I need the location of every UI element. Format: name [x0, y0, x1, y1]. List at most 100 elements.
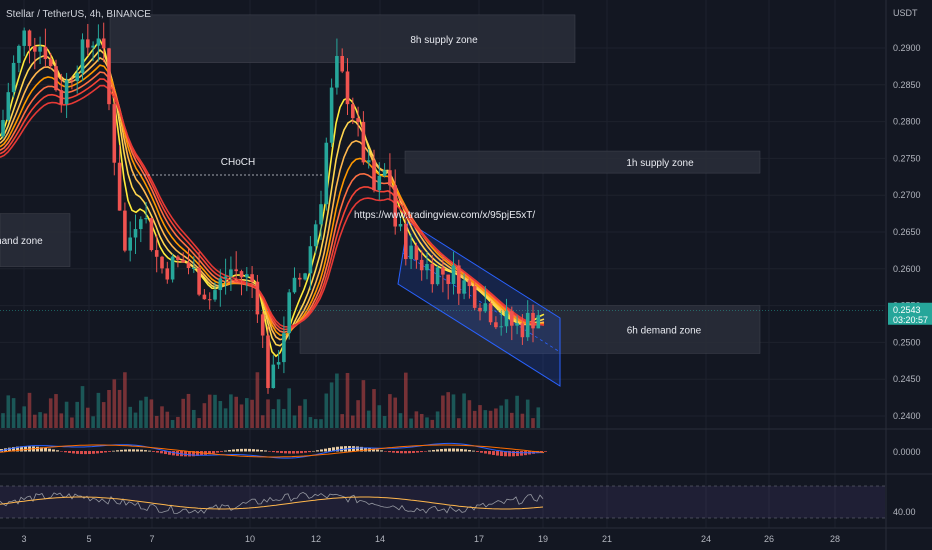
macd-histogram-bar	[372, 448, 375, 452]
volume-bar	[372, 389, 376, 428]
countdown-label: 03:20:57	[893, 315, 928, 325]
macd-histogram-bar	[116, 450, 119, 452]
macd-histogram-bar	[236, 449, 239, 452]
price-tick-label: 0.2400	[893, 411, 921, 421]
macd-panel: 0.0000	[0, 442, 921, 459]
candle-body	[409, 245, 413, 260]
candle-body	[234, 269, 238, 272]
date-tick-label: 17	[474, 534, 484, 544]
price-tick-label: 0.2600	[893, 264, 921, 274]
price-tick-label: 0.2500	[893, 337, 921, 347]
date-tick-label: 7	[149, 534, 154, 544]
volume-bar	[335, 373, 339, 428]
macd-histogram-bar	[72, 451, 75, 454]
candle-body	[1, 120, 5, 137]
candle-body	[446, 274, 450, 284]
macd-histogram-bar	[24, 446, 27, 452]
candle-body	[123, 210, 127, 251]
volume-bar	[303, 399, 307, 428]
macd-histogram-bar	[212, 451, 215, 454]
zone-label: mand zone	[0, 236, 43, 247]
candle-body	[282, 333, 286, 363]
candle-body	[356, 118, 360, 122]
macd-histogram-bar	[388, 451, 391, 453]
macd-histogram-bar	[216, 451, 219, 453]
price-tick-label: 0.2650	[893, 227, 921, 237]
macd-histogram-bar	[240, 448, 243, 452]
candle-body	[398, 224, 403, 227]
candle-body	[154, 250, 159, 257]
candle-body	[335, 55, 339, 88]
macd-histogram-bar	[420, 451, 423, 453]
macd-histogram-bar	[260, 449, 263, 452]
volume-bar	[351, 415, 355, 428]
volume-bar	[499, 405, 503, 428]
volume-bar	[298, 405, 302, 428]
macd-histogram-bar	[136, 449, 139, 452]
macd-histogram-bar	[480, 451, 483, 453]
candle-body	[6, 92, 11, 121]
macd-histogram-bar	[104, 451, 107, 453]
candle-body	[128, 237, 132, 251]
volume-bar	[361, 380, 366, 428]
macd-histogram-bar	[500, 451, 503, 456]
macd-histogram-bar	[128, 449, 131, 452]
macd-histogram-bar	[172, 451, 175, 456]
candle-body	[377, 175, 382, 191]
candle-body	[86, 39, 90, 48]
volume-bar	[504, 399, 509, 428]
candle-body	[117, 162, 122, 211]
date-tick-label: 28	[830, 534, 840, 544]
volume-bar	[170, 419, 175, 428]
macd-histogram-bar	[80, 451, 83, 455]
volume-bar	[96, 392, 101, 428]
macd-histogram-bar	[224, 450, 227, 452]
date-tick-label: 14	[375, 534, 385, 544]
volume-bar	[398, 413, 403, 428]
volume-bar	[393, 397, 397, 428]
candle-body	[462, 280, 466, 294]
volume-bar	[324, 393, 329, 428]
candle-body	[11, 62, 16, 93]
volume-bar	[160, 406, 164, 428]
volume-bar	[239, 404, 244, 428]
volume-bar	[446, 392, 450, 428]
macd-histogram-bar	[496, 451, 499, 456]
macd-histogram-bar	[56, 450, 59, 452]
volume-bar	[255, 372, 260, 428]
candle-body	[483, 303, 488, 312]
volume-bar	[202, 403, 207, 428]
macd-histogram-bar	[332, 447, 335, 452]
macd-histogram-bar	[252, 449, 255, 452]
volume-bar	[457, 418, 461, 428]
candle-body	[70, 80, 74, 82]
macd-histogram-bar	[120, 449, 123, 452]
zone-label: 6h demand zone	[627, 326, 702, 337]
macd-histogram-bar	[412, 451, 415, 453]
candle-body	[59, 90, 64, 105]
macd-histogram-bar	[284, 451, 287, 454]
macd-histogram-bar	[12, 447, 15, 452]
candle-body	[393, 185, 397, 227]
candle-body	[276, 362, 281, 365]
candle-body	[361, 121, 366, 163]
macd-histogram-bar	[408, 451, 411, 454]
volume-bar	[419, 413, 424, 428]
macd-histogram-bar	[472, 450, 475, 452]
candle-body	[107, 48, 111, 105]
macd-histogram-bar	[264, 450, 267, 452]
macd-histogram-bar	[20, 446, 23, 452]
macd-histogram-bar	[308, 451, 311, 453]
macd-histogram-bar	[380, 450, 383, 452]
volume-bar	[356, 400, 360, 428]
candle-body	[239, 271, 244, 278]
volume-bar	[377, 405, 382, 428]
volume-bar	[510, 412, 514, 428]
macd-histogram-bar	[184, 451, 187, 457]
macd-histogram-bar	[488, 451, 491, 455]
volume-bar	[229, 394, 233, 428]
macd-histogram-bar	[92, 451, 95, 454]
volume-bar	[207, 394, 212, 428]
macd-histogram-bar	[40, 447, 43, 452]
